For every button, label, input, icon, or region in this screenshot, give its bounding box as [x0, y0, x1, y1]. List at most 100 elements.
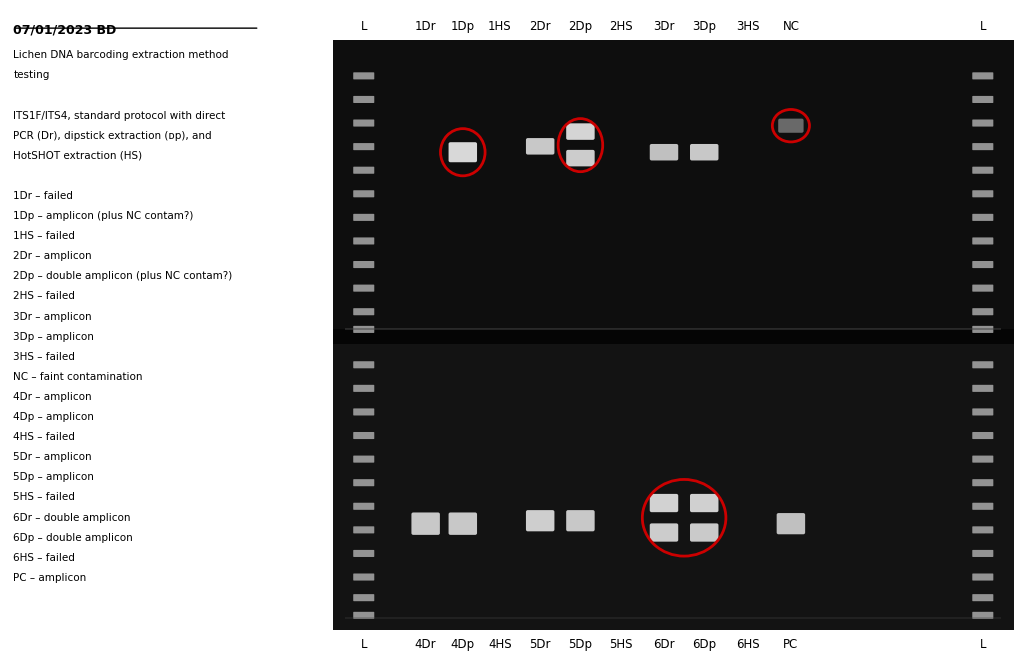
FancyBboxPatch shape: [972, 594, 993, 601]
FancyBboxPatch shape: [972, 527, 993, 533]
Text: 4HS – failed: 4HS – failed: [13, 432, 75, 442]
Text: L: L: [360, 638, 367, 651]
Text: L: L: [360, 19, 367, 33]
Text: HotSHOT extraction (HS): HotSHOT extraction (HS): [13, 151, 142, 161]
FancyBboxPatch shape: [972, 409, 993, 415]
Text: 3Dp: 3Dp: [692, 19, 716, 33]
FancyBboxPatch shape: [412, 513, 440, 535]
FancyBboxPatch shape: [353, 502, 375, 510]
Text: L: L: [980, 19, 986, 33]
FancyBboxPatch shape: [449, 513, 477, 535]
FancyBboxPatch shape: [972, 167, 993, 174]
Text: 2Dr – amplicon: 2Dr – amplicon: [13, 251, 92, 261]
Text: 2HS – failed: 2HS – failed: [13, 291, 75, 302]
FancyBboxPatch shape: [972, 119, 993, 127]
Text: ITS1F/ITS4, standard protocol with direct: ITS1F/ITS4, standard protocol with direc…: [13, 111, 225, 121]
FancyBboxPatch shape: [353, 361, 375, 368]
Text: testing: testing: [13, 70, 50, 80]
Text: 3Dr: 3Dr: [653, 19, 675, 33]
Text: PC: PC: [783, 638, 799, 651]
Text: 5Dr: 5Dr: [529, 638, 551, 651]
Bar: [333, 40, 1014, 335]
Text: 1Dr: 1Dr: [415, 19, 436, 33]
FancyBboxPatch shape: [353, 574, 375, 581]
Text: 1Dp: 1Dp: [451, 19, 475, 33]
Text: 4Dp: 4Dp: [451, 638, 475, 651]
Text: 1HS: 1HS: [488, 19, 512, 33]
Text: 2HS: 2HS: [609, 19, 633, 33]
FancyBboxPatch shape: [353, 167, 375, 174]
Text: NC: NC: [782, 19, 800, 33]
Text: 3Dp – amplicon: 3Dp – amplicon: [13, 332, 94, 342]
Bar: [333, 341, 1014, 630]
FancyBboxPatch shape: [972, 385, 993, 392]
FancyBboxPatch shape: [690, 144, 719, 161]
Text: 5Dr – amplicon: 5Dr – amplicon: [13, 452, 92, 462]
FancyBboxPatch shape: [353, 96, 375, 103]
FancyBboxPatch shape: [353, 612, 375, 619]
FancyBboxPatch shape: [353, 214, 375, 221]
Text: 1HS – failed: 1HS – failed: [13, 231, 75, 241]
Text: 3Dr – amplicon: 3Dr – amplicon: [13, 312, 92, 322]
Text: 4Dr: 4Dr: [415, 638, 436, 651]
FancyBboxPatch shape: [972, 502, 993, 510]
FancyBboxPatch shape: [353, 432, 375, 439]
FancyBboxPatch shape: [972, 72, 993, 80]
FancyBboxPatch shape: [778, 119, 804, 133]
FancyBboxPatch shape: [972, 432, 993, 439]
Text: Lichen DNA barcoding extraction method: Lichen DNA barcoding extraction method: [13, 50, 228, 60]
FancyBboxPatch shape: [650, 523, 678, 541]
FancyBboxPatch shape: [449, 142, 477, 162]
Text: 5HS – failed: 5HS – failed: [13, 492, 75, 502]
Text: L: L: [980, 638, 986, 651]
Text: 5Dp: 5Dp: [568, 638, 593, 651]
Text: 6HS: 6HS: [736, 638, 760, 651]
Text: 6Dr – double amplicon: 6Dr – double amplicon: [13, 513, 131, 523]
FancyBboxPatch shape: [526, 138, 554, 155]
Text: 6Dr: 6Dr: [653, 638, 675, 651]
FancyBboxPatch shape: [353, 456, 375, 463]
FancyBboxPatch shape: [353, 285, 375, 291]
FancyBboxPatch shape: [566, 150, 595, 166]
FancyBboxPatch shape: [972, 574, 993, 581]
FancyBboxPatch shape: [353, 237, 375, 245]
FancyBboxPatch shape: [972, 214, 993, 221]
FancyBboxPatch shape: [776, 513, 805, 534]
Text: 2Dp – double amplicon (plus NC contam?): 2Dp – double amplicon (plus NC contam?): [13, 271, 232, 281]
FancyBboxPatch shape: [353, 143, 375, 150]
Text: 6Dp – double amplicon: 6Dp – double amplicon: [13, 533, 133, 543]
Text: 2Dr: 2Dr: [529, 19, 551, 33]
FancyBboxPatch shape: [566, 510, 595, 531]
Text: NC – faint contamination: NC – faint contamination: [13, 372, 142, 382]
Bar: [333, 329, 1014, 344]
Text: 1Dp – amplicon (plus NC contam?): 1Dp – amplicon (plus NC contam?): [13, 211, 194, 221]
FancyBboxPatch shape: [353, 527, 375, 533]
FancyBboxPatch shape: [650, 144, 678, 161]
FancyBboxPatch shape: [526, 510, 554, 531]
Text: 2Dp: 2Dp: [568, 19, 593, 33]
Bar: [345, 617, 1001, 619]
FancyBboxPatch shape: [353, 72, 375, 80]
FancyBboxPatch shape: [972, 456, 993, 463]
FancyBboxPatch shape: [972, 361, 993, 368]
FancyBboxPatch shape: [972, 96, 993, 103]
FancyBboxPatch shape: [353, 119, 375, 127]
FancyBboxPatch shape: [353, 479, 375, 486]
Text: 5HS: 5HS: [609, 638, 633, 651]
FancyBboxPatch shape: [972, 326, 993, 333]
FancyBboxPatch shape: [353, 308, 375, 316]
Text: 6Dp: 6Dp: [692, 638, 717, 651]
FancyBboxPatch shape: [972, 285, 993, 291]
FancyBboxPatch shape: [353, 409, 375, 415]
FancyBboxPatch shape: [972, 479, 993, 486]
Text: 1Dr – failed: 1Dr – failed: [13, 191, 73, 201]
FancyBboxPatch shape: [972, 143, 993, 150]
FancyBboxPatch shape: [353, 326, 375, 333]
FancyBboxPatch shape: [972, 308, 993, 316]
Text: 4Dr – amplicon: 4Dr – amplicon: [13, 392, 92, 402]
Text: 4Dp – amplicon: 4Dp – amplicon: [13, 412, 94, 422]
FancyBboxPatch shape: [353, 385, 375, 392]
FancyBboxPatch shape: [690, 494, 719, 512]
FancyBboxPatch shape: [972, 550, 993, 557]
Text: 4HS: 4HS: [488, 638, 512, 651]
